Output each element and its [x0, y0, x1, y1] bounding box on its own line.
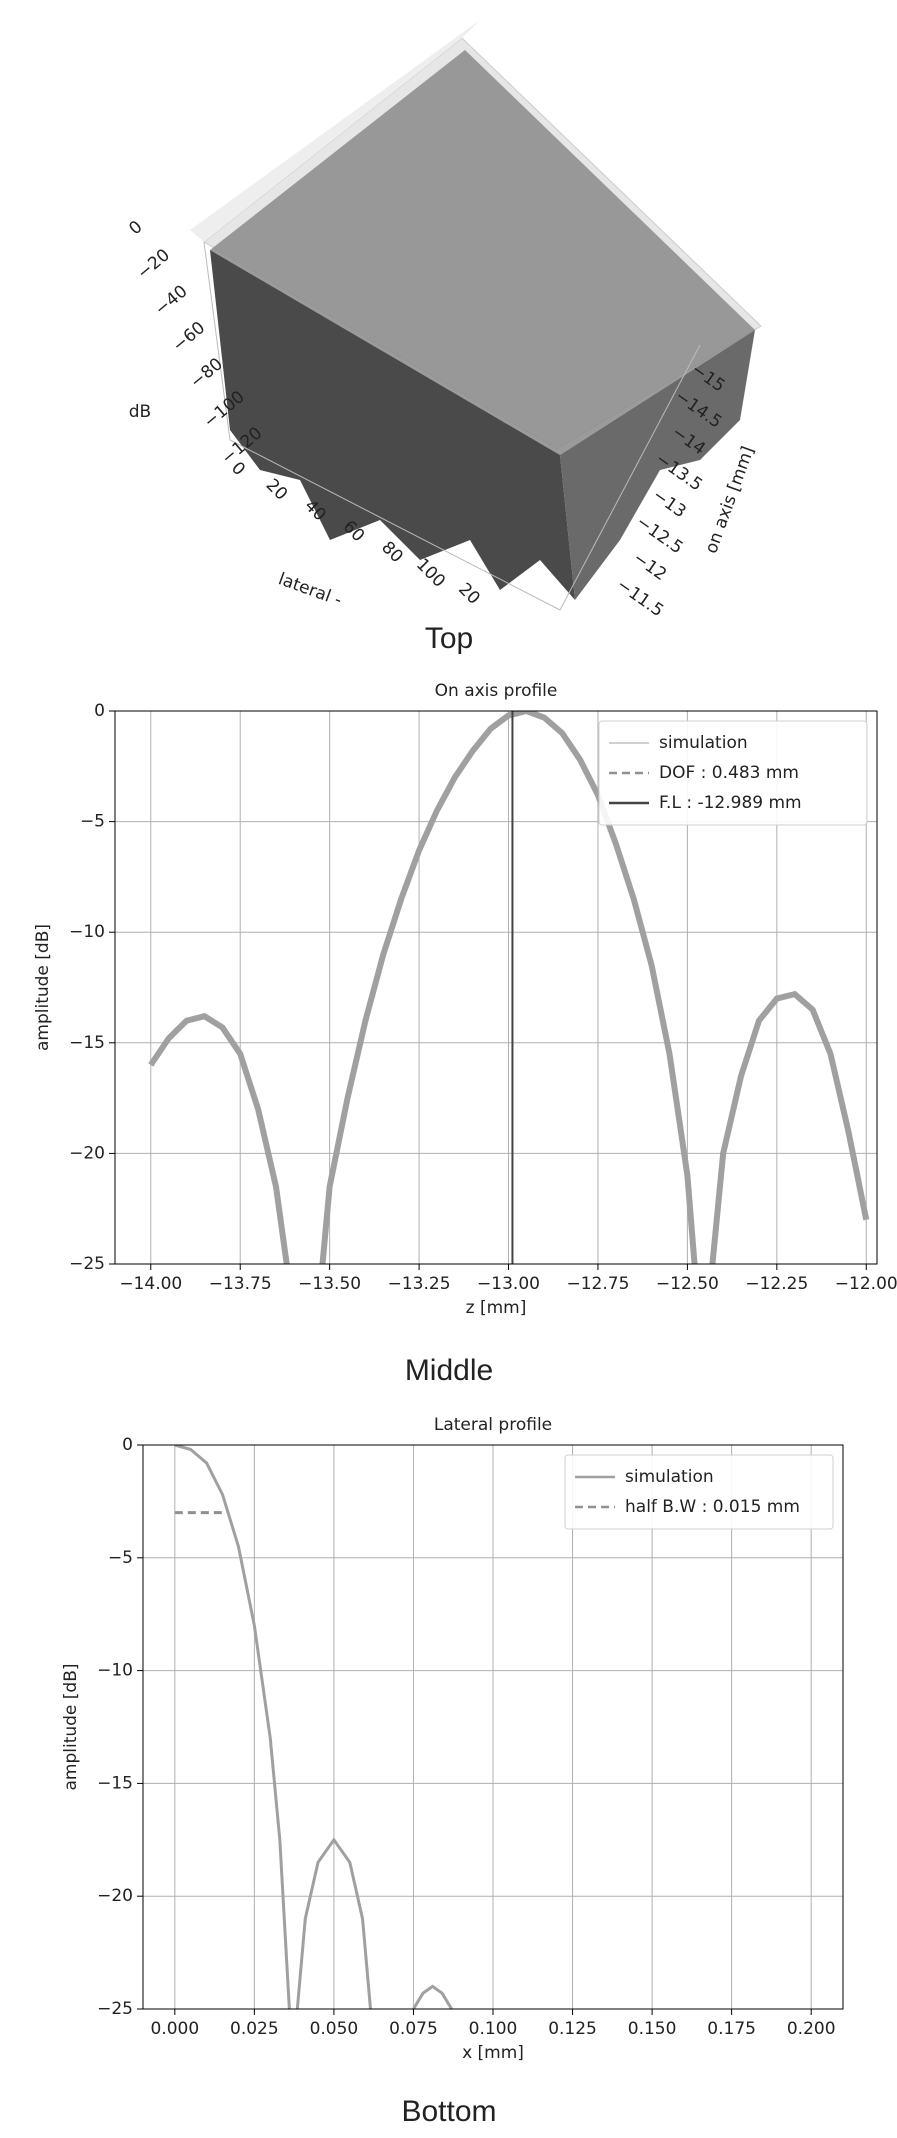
- x-tick-label: 0.025: [230, 2019, 279, 2039]
- y-axis-label: amplitude [dB]: [33, 924, 53, 1051]
- surface-side: [560, 330, 755, 600]
- z-tick-label: −80: [186, 354, 226, 392]
- legend-label: simulation: [659, 733, 748, 753]
- surface-front: [210, 250, 575, 600]
- y-tick-label: −15: [97, 1773, 133, 1793]
- x-tick-label: −12.25: [745, 1274, 808, 1294]
- caption: Middle: [405, 1354, 493, 1387]
- x-tick-label: −13.50: [298, 1274, 361, 1294]
- x-tick-label: −14.00: [119, 1274, 182, 1294]
- axis-edge: [559, 344, 701, 611]
- y-tick-label: −10: [97, 1661, 133, 1681]
- y-tick-label: −5: [108, 1548, 133, 1568]
- x-axis-label: lateral -: [276, 569, 345, 610]
- y-tick-label: −20: [69, 1143, 105, 1163]
- plot-frame: [114, 710, 878, 1265]
- x-tick-label: 0.200: [787, 2019, 836, 2039]
- x-axis-label: z [mm]: [466, 1298, 527, 1318]
- y-axis-label: amplitude [dB]: [61, 1663, 81, 1790]
- y-tick-label: −25: [97, 1999, 133, 2019]
- x-tick-label: −12.75: [566, 1274, 629, 1294]
- x-tick-label: −12.00: [835, 1274, 897, 1294]
- y-tick-label: 0: [94, 701, 105, 721]
- y-axis-label: on axis [mm]: [701, 444, 758, 556]
- x-tick-label: 0.125: [548, 2019, 597, 2039]
- z-tick-label: −40: [151, 281, 191, 319]
- y-tick-label: −5: [80, 812, 105, 832]
- x-tick-label: −13.25: [388, 1274, 451, 1294]
- caption: Bottom: [401, 2095, 496, 2128]
- series-line: [174, 1445, 453, 2009]
- x-tick-label: 0.100: [469, 2019, 518, 2039]
- legend-label: F.L : -12.989 mm: [659, 793, 802, 813]
- x-tick-label: −13.00: [477, 1274, 540, 1294]
- y-tick-label: 0: [122, 1435, 133, 1455]
- legend-label: DOF : 0.483 mm: [659, 763, 799, 783]
- x-tick-label: 0.175: [707, 2019, 756, 2039]
- y-tick-label: −12: [629, 548, 670, 585]
- legend-label: half B.W : 0.015 mm: [625, 1497, 800, 1517]
- x-tick-label: −13.75: [209, 1274, 272, 1294]
- y-tick-label: −10: [69, 922, 105, 942]
- axis-edge: [229, 439, 561, 611]
- x-tick-label: 0.075: [389, 2019, 438, 2039]
- z-tick-label: 0: [125, 217, 146, 239]
- z-axis-label: dB: [129, 402, 151, 422]
- legend: [564, 1454, 834, 1530]
- x-tick-label: 20: [262, 475, 291, 504]
- surface-top: [210, 50, 755, 455]
- y-tick-label: −13: [649, 485, 690, 522]
- x-tick-label: 100: [412, 555, 449, 592]
- y-tick-label: −25: [69, 1254, 105, 1274]
- pane: [190, 20, 480, 242]
- x-tick-label: 0.150: [628, 2019, 677, 2039]
- chart-title: Lateral profile: [434, 1415, 552, 1435]
- z-tick-label: −20: [133, 245, 173, 283]
- caption: Top: [425, 622, 473, 655]
- plot-area: [174, 1445, 453, 2009]
- legend-label: simulation: [625, 1467, 714, 1487]
- legend: [598, 720, 868, 826]
- x-tick-label: 0.050: [310, 2019, 359, 2039]
- x-tick-label: 0.000: [150, 2019, 199, 2039]
- x-tick-label: −12.50: [656, 1274, 719, 1294]
- x-axis-label: x [mm]: [462, 2043, 524, 2063]
- y-tick-label: −15: [69, 1033, 105, 1053]
- x-tick-label: 20: [454, 579, 483, 608]
- series-line: [148, 711, 870, 1264]
- plot-area: [148, 711, 870, 1264]
- z-tick-label: −60: [169, 318, 209, 356]
- y-tick-label: −20: [97, 1886, 133, 1906]
- surface-plot: [190, 20, 762, 611]
- chart-title: On axis profile: [435, 681, 558, 701]
- axis-edge: [203, 241, 231, 441]
- plot-frame: [142, 1444, 844, 2010]
